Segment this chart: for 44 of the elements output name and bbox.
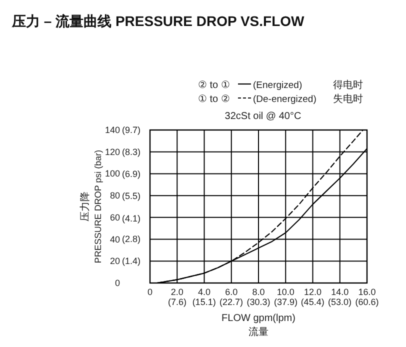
x-tick-label: 2.0 — [170, 287, 184, 297]
text: 失电时 — [333, 93, 363, 105]
y-tick-label: 60 — [110, 212, 120, 222]
y2-tick-label: (2.8) — [122, 234, 141, 244]
x-tick-label: 14.0 — [331, 287, 349, 297]
text: 流量 — [248, 326, 268, 338]
y-tick-label: 20 — [110, 256, 120, 266]
x2-tick-label: (15.1) — [192, 297, 216, 307]
legend-label: (Energized) — [253, 80, 302, 91]
x-tick-label: 10.0 — [276, 287, 294, 297]
x-tick-label: 12.0 — [304, 287, 322, 297]
y-tick-label: 80 — [110, 190, 120, 201]
y2-tick-label: (1.4) — [122, 256, 141, 266]
x2-tick-label: (22.7) — [220, 297, 244, 307]
x-tick-label: 4.0 — [198, 287, 211, 297]
y2-tick-label: (6.9) — [122, 169, 141, 180]
x-tick-label: 0 — [147, 287, 153, 297]
x-tick-label: 8.0 — [252, 287, 265, 297]
y-tick-label: 0 — [114, 278, 120, 288]
legend-label: (De-energized) — [253, 94, 316, 105]
x2-tick-label: (45.4) — [300, 297, 324, 307]
x-axis-title: FLOW gpm(lpm) — [222, 313, 296, 324]
y2-tick-label: (4.1) — [122, 213, 141, 224]
text: ① to ② — [198, 94, 230, 105]
x2-tick-label: (7.6) — [168, 297, 186, 307]
x-tick-label: 16.0 — [358, 287, 376, 297]
y2-tick-label: (5.5) — [122, 191, 141, 202]
y2-tick-label: (8.3) — [122, 147, 141, 158]
text: 32cSt oil @ 40°C — [224, 111, 302, 122]
text: 得电时 — [333, 79, 363, 91]
x-tick-label: 6.0 — [225, 287, 238, 297]
y-axis-title: PRESSURE DROP psi (bar) — [93, 150, 103, 264]
y-tick-label: 140 — [104, 125, 120, 135]
y-tick-label: 40 — [110, 234, 120, 244]
x2-tick-label: (53.0) — [328, 297, 352, 307]
y-tick-label: 120 — [104, 146, 120, 157]
x2-tick-label: (60.6) — [355, 297, 379, 307]
y-tick-label: 100 — [104, 168, 120, 179]
text: ② to ① — [198, 80, 230, 91]
y2-tick-label: (9.7) — [122, 125, 141, 135]
chart-title: 压力 – 流量曲线 PRESSURE DROP VS.FLOW — [11, 13, 306, 29]
text: 压力降 — [79, 192, 91, 222]
x2-tick-label: (30.3) — [246, 297, 270, 307]
x2-tick-label: (37.9) — [274, 297, 298, 307]
